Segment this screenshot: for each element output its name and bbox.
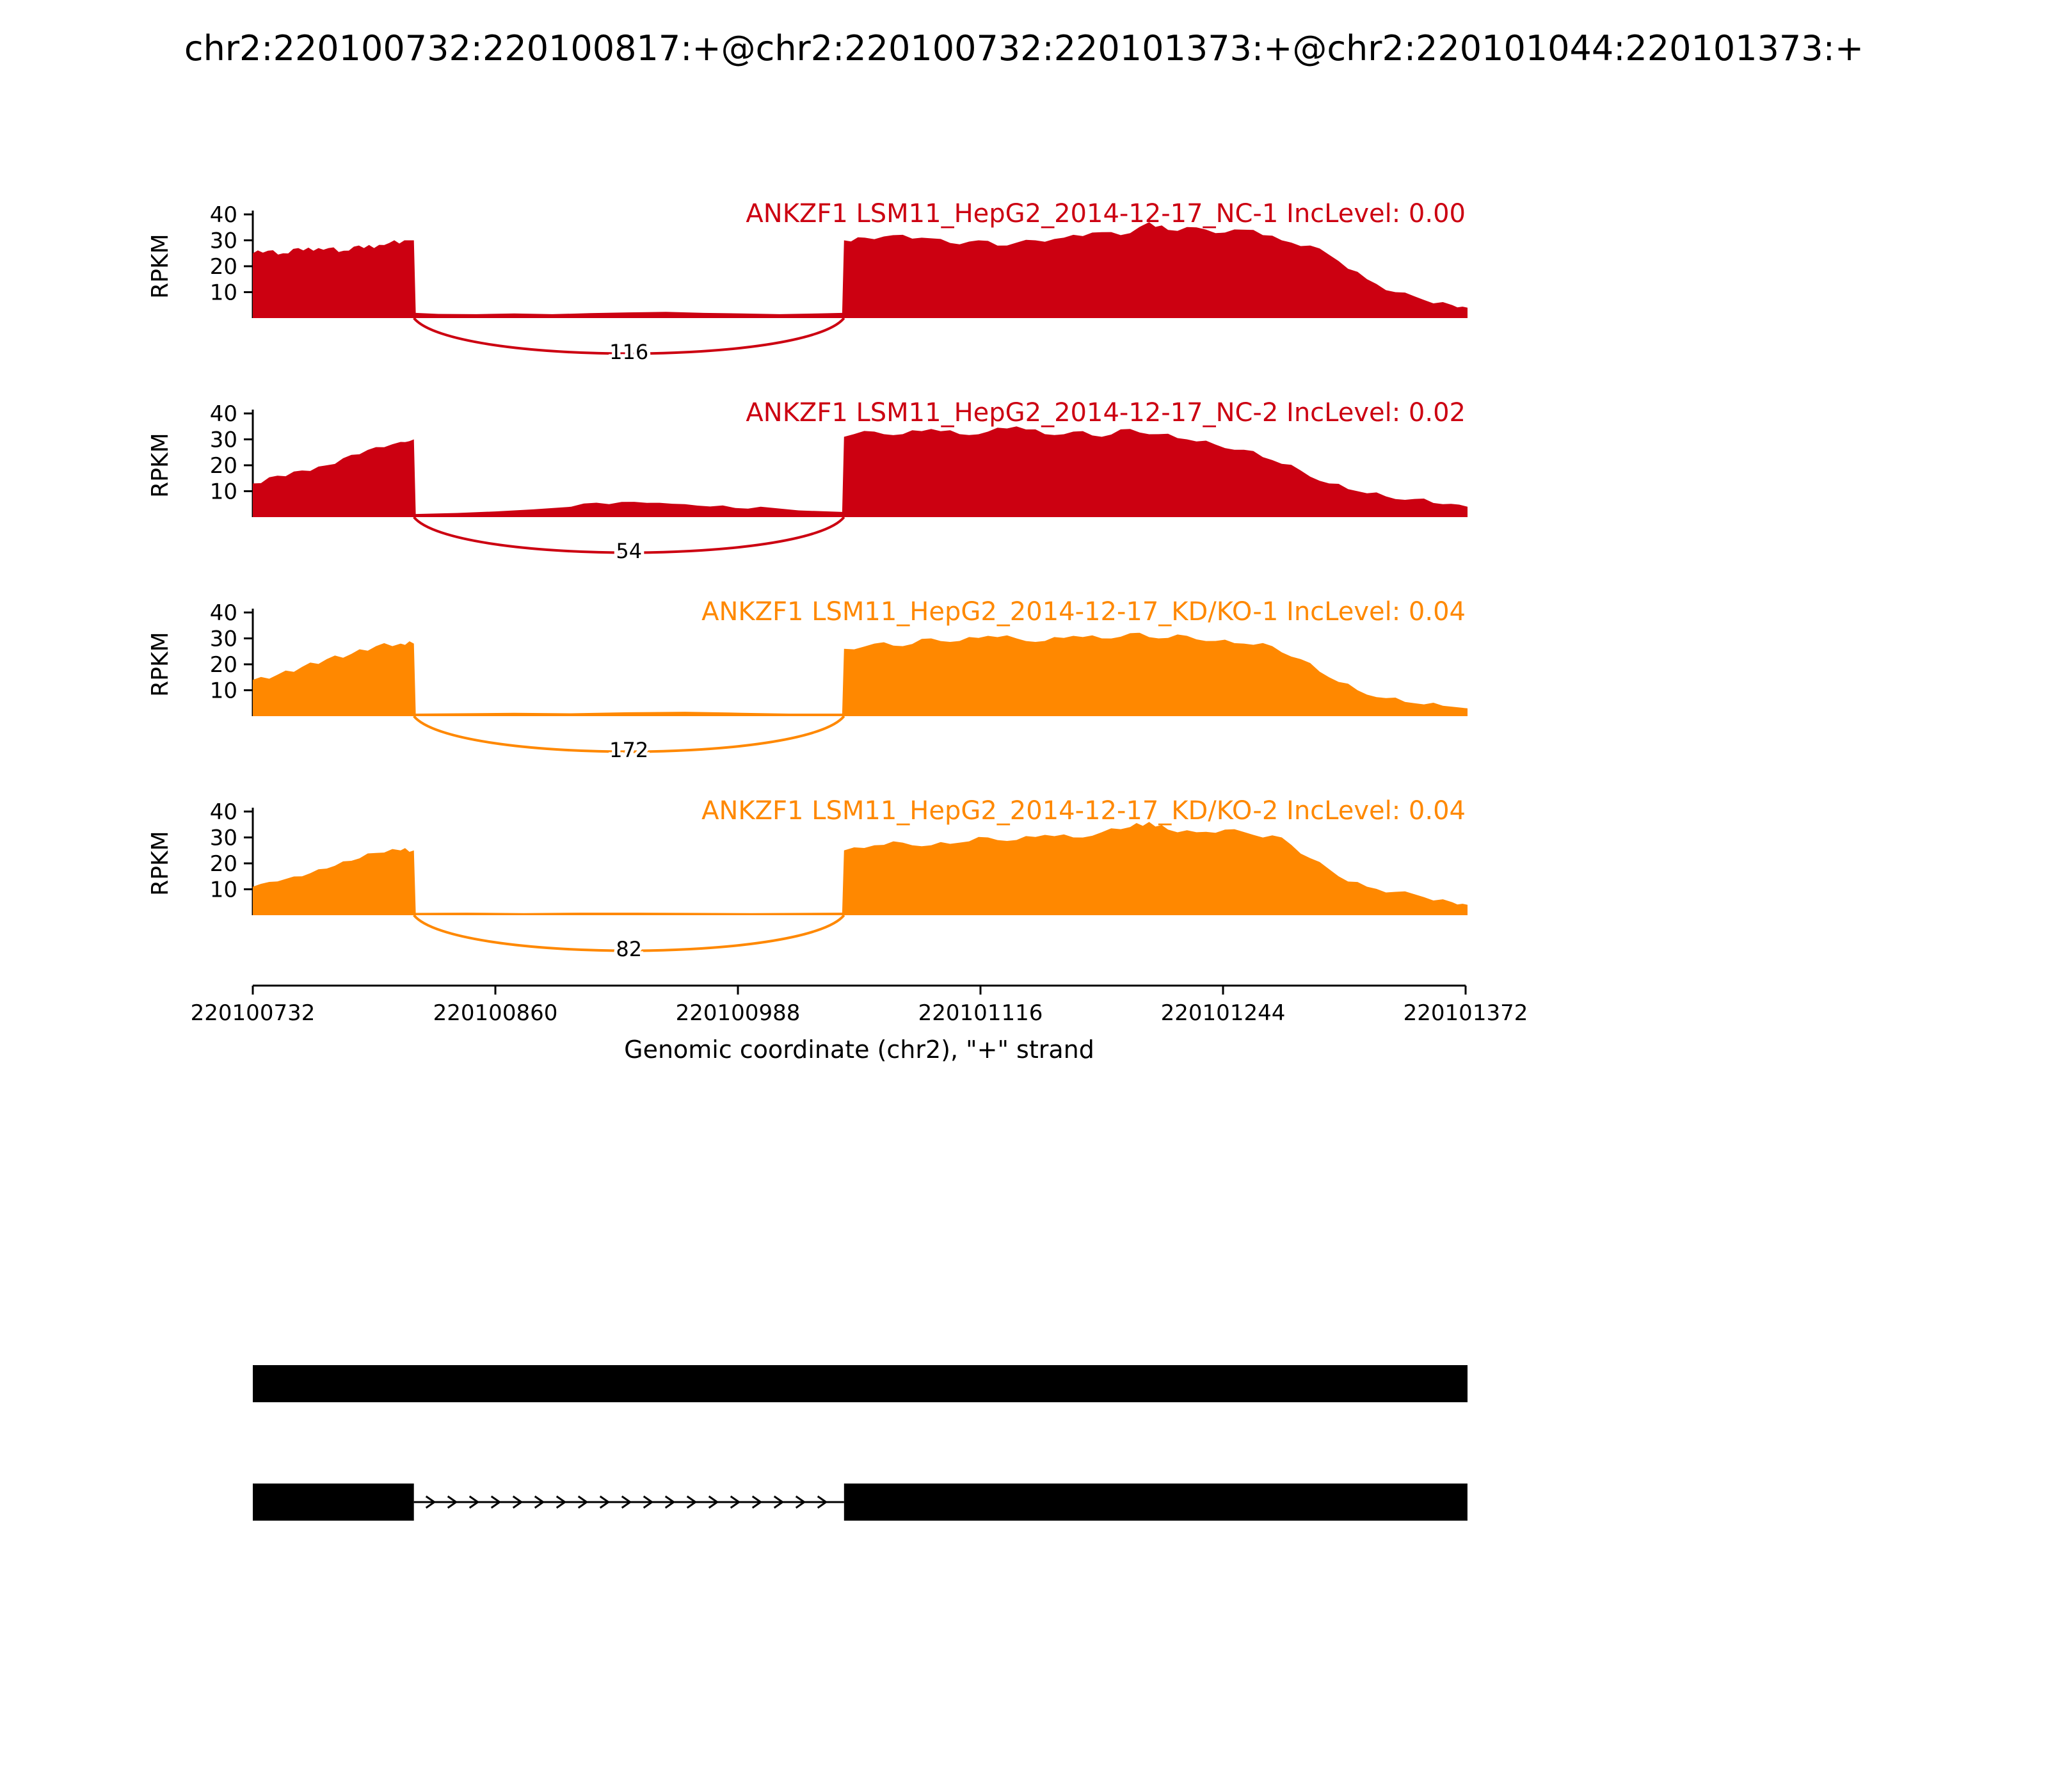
y-axis-title: RPKM	[147, 632, 173, 696]
coverage-area	[253, 822, 1468, 915]
junction-count: 82	[616, 937, 642, 961]
x-tick-label: 220101372	[1404, 1000, 1528, 1026]
strand-arrow-icon	[534, 1495, 545, 1509]
y-tick-label: 20	[210, 652, 237, 678]
y-tick-label: 40	[210, 401, 237, 427]
strand-arrow-icon	[730, 1495, 741, 1509]
y-tick-label: 10	[210, 877, 237, 903]
exon-block	[844, 1484, 1468, 1521]
exon-block	[253, 1484, 414, 1521]
y-tick-label: 30	[210, 428, 237, 453]
strand-arrow-icon	[773, 1495, 785, 1509]
junction-arc	[413, 317, 845, 355]
track-label: ANKZF1 LSM11_HepG2_2014-12-17_NC-2 IncLe…	[746, 398, 1466, 428]
strand-arrow-icon	[664, 1495, 676, 1509]
strand-arrow-icon	[425, 1495, 436, 1509]
junction-count: 116	[609, 340, 648, 364]
y-tick-label: 30	[210, 228, 237, 254]
y-tick-label: 30	[210, 826, 237, 851]
junction-count: 172	[609, 738, 648, 762]
y-tick-label: 10	[210, 678, 237, 704]
y-tick-label: 10	[210, 280, 237, 306]
coverage-area	[253, 632, 1468, 716]
junction-arc	[413, 914, 845, 952]
strand-arrow-icon	[643, 1495, 654, 1509]
y-tick-label: 10	[210, 479, 237, 505]
plot-title: chr2:220100732:220100817:+@chr2:22010073…	[184, 28, 1864, 68]
strand-arrow-icon	[817, 1495, 828, 1509]
exon-block	[253, 1365, 1468, 1402]
y-tick-label: 40	[210, 202, 237, 228]
x-tick-label: 220101116	[918, 1000, 1043, 1026]
strand-arrow-icon	[556, 1495, 567, 1509]
junction-arc	[413, 715, 845, 753]
y-axis-title: RPKM	[147, 433, 173, 497]
strand-arrow-icon	[686, 1495, 698, 1509]
strand-arrow-icon	[512, 1495, 524, 1509]
y-tick-label: 20	[210, 254, 237, 280]
y-tick-label: 40	[210, 600, 237, 626]
y-tick-label: 20	[210, 851, 237, 877]
y-tick-label: 30	[210, 627, 237, 652]
track-label: ANKZF1 LSM11_HepG2_2014-12-17_NC-1 IncLe…	[746, 199, 1466, 228]
strand-arrow-icon	[751, 1495, 763, 1509]
track-label: ANKZF1 LSM11_HepG2_2014-12-17_KD/KO-1 In…	[701, 597, 1466, 627]
strand-arrow-icon	[621, 1495, 632, 1509]
x-tick-label: 220101244	[1161, 1000, 1286, 1026]
junction-arc	[413, 516, 845, 554]
junction-count: 54	[616, 539, 642, 563]
x-tick-label: 220100860	[433, 1000, 558, 1026]
coverage-area	[253, 222, 1468, 318]
strand-arrow-icon	[599, 1495, 611, 1509]
coverage-area	[253, 426, 1468, 517]
strand-arrow-icon	[708, 1495, 719, 1509]
x-tick-label: 220100988	[676, 1000, 801, 1026]
strand-arrow-icon	[795, 1495, 806, 1509]
y-tick-label: 40	[210, 799, 237, 825]
strand-arrow-icon	[468, 1495, 480, 1509]
x-axis-label: Genomic coordinate (chr2), "+" strand	[624, 1036, 1094, 1064]
strand-arrow-icon	[577, 1495, 589, 1509]
y-axis-title: RPKM	[147, 234, 173, 298]
strand-arrow-icon	[490, 1495, 502, 1509]
track-label: ANKZF1 LSM11_HepG2_2014-12-17_KD/KO-2 In…	[701, 796, 1466, 826]
y-tick-label: 20	[210, 453, 237, 479]
strand-arrow-icon	[447, 1495, 458, 1509]
y-axis-title: RPKM	[147, 831, 173, 895]
x-tick-label: 220100732	[191, 1000, 316, 1026]
